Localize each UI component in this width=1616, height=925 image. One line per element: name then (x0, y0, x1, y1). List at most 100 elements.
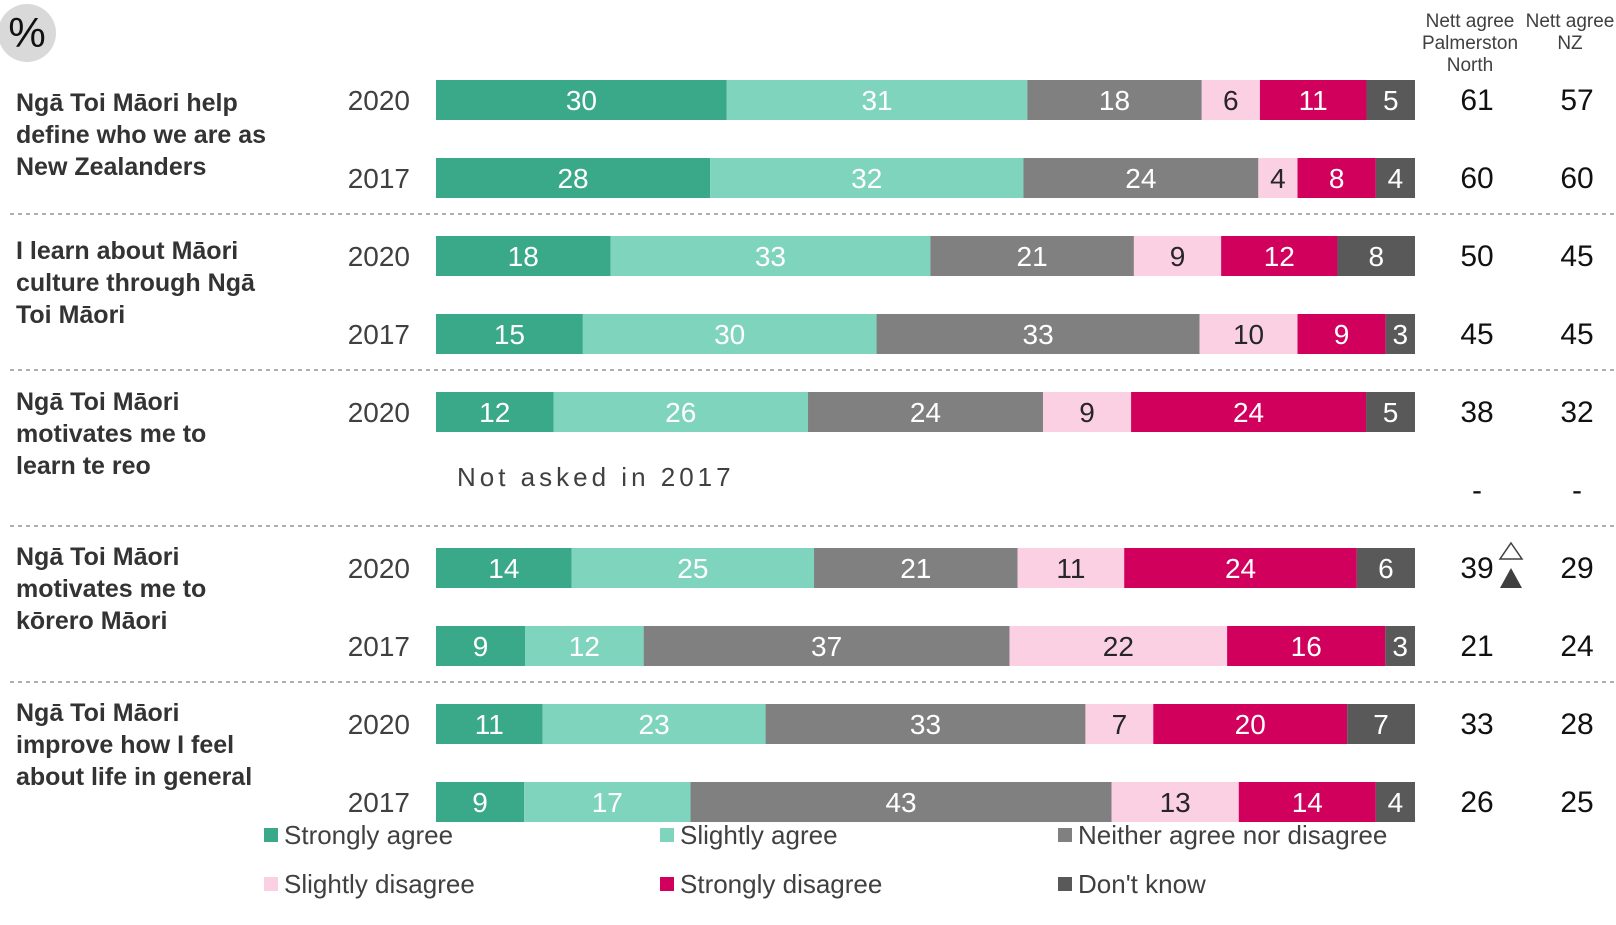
nett-agree-palmerston-value: 61 (1460, 84, 1493, 117)
nett-agree-palmerston-value: 50 (1460, 240, 1493, 273)
bar-segment-slightly-disagree (1042, 392, 1132, 432)
legend-slightly-disagree: Slightly disagree (264, 869, 475, 900)
nett-agree-nz-value: 45 (1560, 318, 1593, 351)
legend-neither: Neither agree nor disagree (1058, 820, 1387, 851)
legend-swatch-dont-know (1058, 877, 1072, 891)
legend-label: Slightly agree (680, 820, 838, 850)
bar-segment-slightly-agree (610, 236, 931, 276)
not-asked-note: Not asked in 2017 (457, 462, 735, 492)
bar-value-label: 12 (569, 631, 600, 662)
bar-value-label: 23 (639, 709, 670, 740)
bar-segment-slightly-disagree (1133, 236, 1222, 276)
bar-value-label: 4 (1388, 787, 1404, 818)
bar-value-label: 43 (885, 787, 916, 818)
bar-value-label: 12 (1264, 241, 1295, 272)
bar-segment-slightly-agree (571, 548, 815, 588)
bar-segment-strongly-agree (436, 548, 572, 588)
bar-segment-slightly-agree (542, 704, 766, 744)
nett-agree-palmerston-value: 45 (1460, 318, 1493, 351)
bar-value-label: 9 (1079, 397, 1095, 428)
bar-value-label: 22 (1103, 631, 1134, 662)
bar-segment-strongly-agree (436, 626, 525, 666)
bar-segment-neither (876, 314, 1200, 354)
bar-segment-slightly-disagree (1111, 782, 1239, 822)
legend-strongly-agree: Strongly agree (264, 820, 453, 851)
bar-value-label: 26 (665, 397, 696, 428)
bar-value-label: 11 (1056, 553, 1085, 584)
bar-segment-strongly-agree (436, 80, 727, 120)
bar-segment-slightly-disagree (1201, 80, 1260, 120)
year-label: 2017 (348, 631, 410, 662)
bar-value-label: 30 (566, 85, 597, 116)
bar-value-label: 8 (1368, 241, 1384, 272)
bar-value-label: 33 (755, 241, 786, 272)
bar-segment-neither (1023, 158, 1259, 198)
legend-dont-know: Don't know (1058, 869, 1206, 900)
nett-agree-nz-value: 57 (1560, 84, 1593, 117)
legend-swatch-strongly-agree (264, 828, 278, 842)
bar-segment-neither (690, 782, 1112, 822)
bar-segment-dont-know (1385, 626, 1415, 666)
bar-value-label: 25 (677, 553, 708, 584)
bar-segment-strongly-disagree (1297, 314, 1386, 354)
bar-value-label: 15 (494, 319, 525, 350)
bar-value-label: 32 (851, 163, 882, 194)
year-label: 2020 (348, 241, 410, 272)
bar-segment-dont-know (1375, 782, 1415, 822)
bar-segment-slightly-disagree (1258, 158, 1298, 198)
nett-agree-nz-header: Nett agree NZ (1525, 11, 1615, 54)
bar-segment-slightly-agree (582, 314, 877, 354)
bar-segment-neither (643, 626, 1010, 666)
legend-label: Strongly agree (284, 820, 454, 850)
nett-agree-palmerston-header: Nett agree Palmerston North (1421, 11, 1519, 76)
statement-label-4: Ngā Toi Māori motivates me to kōrero Māo… (16, 543, 207, 635)
bar-segment-dont-know (1366, 80, 1415, 120)
bar-segment-dont-know (1366, 392, 1415, 432)
bar-value-label: 5 (1383, 85, 1399, 116)
bar-value-label: 3 (1393, 319, 1409, 350)
nett-agree-palmerston-value: 26 (1460, 786, 1493, 819)
statement-label-3: Ngā Toi Māori motivates me to learn te r… (16, 388, 207, 480)
bar-segment-dont-know (1375, 158, 1415, 198)
legend-swatch-strongly-disagree (660, 877, 674, 891)
bar-value-label: 12 (479, 397, 510, 428)
nett-agree-nz-value: 25 (1560, 786, 1593, 819)
legend-swatch-slightly-disagree (264, 877, 278, 891)
nett-agree-nz-value: 29 (1560, 552, 1593, 585)
significance-filled-triangle-icon (1500, 568, 1522, 588)
bar-segment-strongly-agree (436, 236, 611, 276)
bar-value-label: 21 (900, 553, 931, 584)
bar-value-label: 7 (1112, 709, 1128, 740)
bar-value-label: 7 (1373, 709, 1389, 740)
bar-value-label: 10 (1233, 319, 1264, 350)
bar-segment-neither (814, 548, 1018, 588)
bar-segment-slightly-agree (726, 80, 1028, 120)
bar-value-label: 28 (557, 163, 588, 194)
bar-segment-neither (808, 392, 1043, 432)
bar-value-label: 9 (473, 631, 489, 662)
bar-segment-slightly-agree (524, 782, 691, 822)
bar-segment-slightly-disagree (1085, 704, 1154, 744)
bar-segment-strongly-disagree (1297, 158, 1376, 198)
bar-value-label: 17 (592, 787, 623, 818)
legend-label: Slightly disagree (284, 869, 475, 899)
year-label: 2017 (348, 163, 410, 194)
bar-segment-slightly-agree (525, 626, 644, 666)
bar-segment-strongly-disagree (1238, 782, 1376, 822)
bar-value-label: 20 (1235, 709, 1266, 740)
year-label: 2017 (348, 319, 410, 350)
nett-agree-palmerston-value: 39 (1460, 552, 1493, 585)
bar-segment-slightly-agree (553, 392, 809, 432)
bar-segment-strongly-disagree (1124, 548, 1357, 588)
bar-value-label: 18 (1099, 85, 1130, 116)
nett-agree-nz-value: 60 (1560, 162, 1593, 195)
nett-agree-nz-value: 24 (1560, 630, 1593, 663)
legend-label: Don't know (1078, 869, 1206, 899)
bar-segment-dont-know (1337, 236, 1415, 276)
bar-value-label: 24 (910, 397, 941, 428)
bar-segment-neither (765, 704, 1086, 744)
legend-strongly-disagree: Strongly disagree (660, 869, 882, 900)
year-label: 2020 (348, 397, 410, 428)
bar-value-label: 21 (1017, 241, 1048, 272)
